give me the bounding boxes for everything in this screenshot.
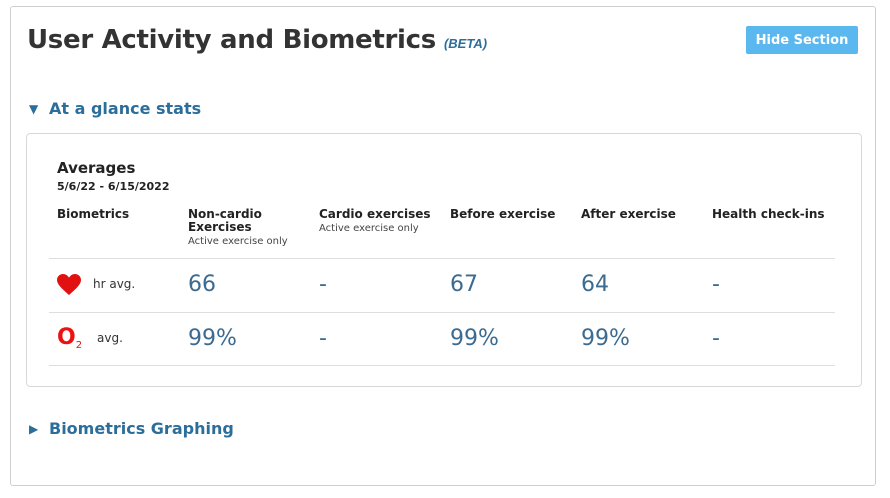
triangle-down-icon: ▼ xyxy=(29,101,39,116)
column-header-label: Non-cardio Exercises xyxy=(188,207,262,234)
column-header-label: Biometrics xyxy=(57,207,130,221)
hr-avg-label: hr avg. xyxy=(93,277,136,291)
column-header-sub: Active exercise only xyxy=(319,223,419,234)
column-header-sub: Active exercise only xyxy=(188,236,288,247)
averages-title: Averages xyxy=(57,159,136,177)
row-divider xyxy=(49,312,835,313)
title-row: User Activity and Biometrics (BETA) xyxy=(27,25,487,55)
activity-panel: User Activity and Biometrics (BETA) Hide… xyxy=(10,6,876,486)
o2-after-value: 99% xyxy=(581,326,630,351)
column-header-label: Health check-ins xyxy=(712,207,825,221)
o2-icon-letter: O xyxy=(57,325,76,350)
row-divider xyxy=(49,365,835,366)
column-header-before: Before exercise xyxy=(450,208,555,221)
o2-avg-label: avg. xyxy=(97,331,123,345)
hr-before-value: 67 xyxy=(450,272,478,297)
column-header-label: Before exercise xyxy=(450,207,556,221)
column-header-biometrics: Biometrics xyxy=(57,208,129,221)
row-divider xyxy=(49,258,835,259)
o2-icon-subscript: 2 xyxy=(75,340,83,351)
glance-stats-toggle[interactable]: ▼ At a glance stats xyxy=(29,99,201,118)
hr-cardio-value: - xyxy=(319,272,327,297)
o2-before-value: 99% xyxy=(450,326,499,351)
hide-section-button[interactable]: Hide Section xyxy=(746,26,858,54)
o2-icon: O2 xyxy=(57,325,82,351)
hr-checkins-value: - xyxy=(712,272,720,297)
column-header-checkins: Health check-ins xyxy=(712,208,825,221)
page-title: User Activity and Biometrics xyxy=(27,25,436,55)
column-header-after: After exercise xyxy=(581,208,676,221)
hr-after-value: 64 xyxy=(581,272,609,297)
o2-cardio-value: - xyxy=(319,326,327,351)
column-header-label: After exercise xyxy=(581,207,676,221)
beta-badge: (BETA) xyxy=(443,36,488,51)
averages-card: Averages 5/6/22 - 6/15/2022 Biometrics N… xyxy=(26,133,862,387)
o2-checkins-value: - xyxy=(712,326,720,351)
o2-non-cardio-value: 99% xyxy=(188,326,237,351)
column-header-label: Cardio exercises xyxy=(319,207,431,221)
biometrics-graphing-toggle[interactable]: ▶ Biometrics Graphing xyxy=(29,419,234,438)
hr-non-cardio-value: 66 xyxy=(188,272,216,297)
averages-date-range: 5/6/22 - 6/15/2022 xyxy=(57,180,170,193)
glance-stats-label: At a glance stats xyxy=(49,99,202,118)
biometrics-graphing-label: Biometrics Graphing xyxy=(49,419,234,438)
column-header-non-cardio: Non-cardio Exercises Active exercise onl… xyxy=(188,208,298,248)
triangle-right-icon: ▶ xyxy=(29,421,39,436)
column-header-cardio: Cardio exercises Active exercise only xyxy=(319,208,431,235)
heart-icon xyxy=(57,274,81,295)
